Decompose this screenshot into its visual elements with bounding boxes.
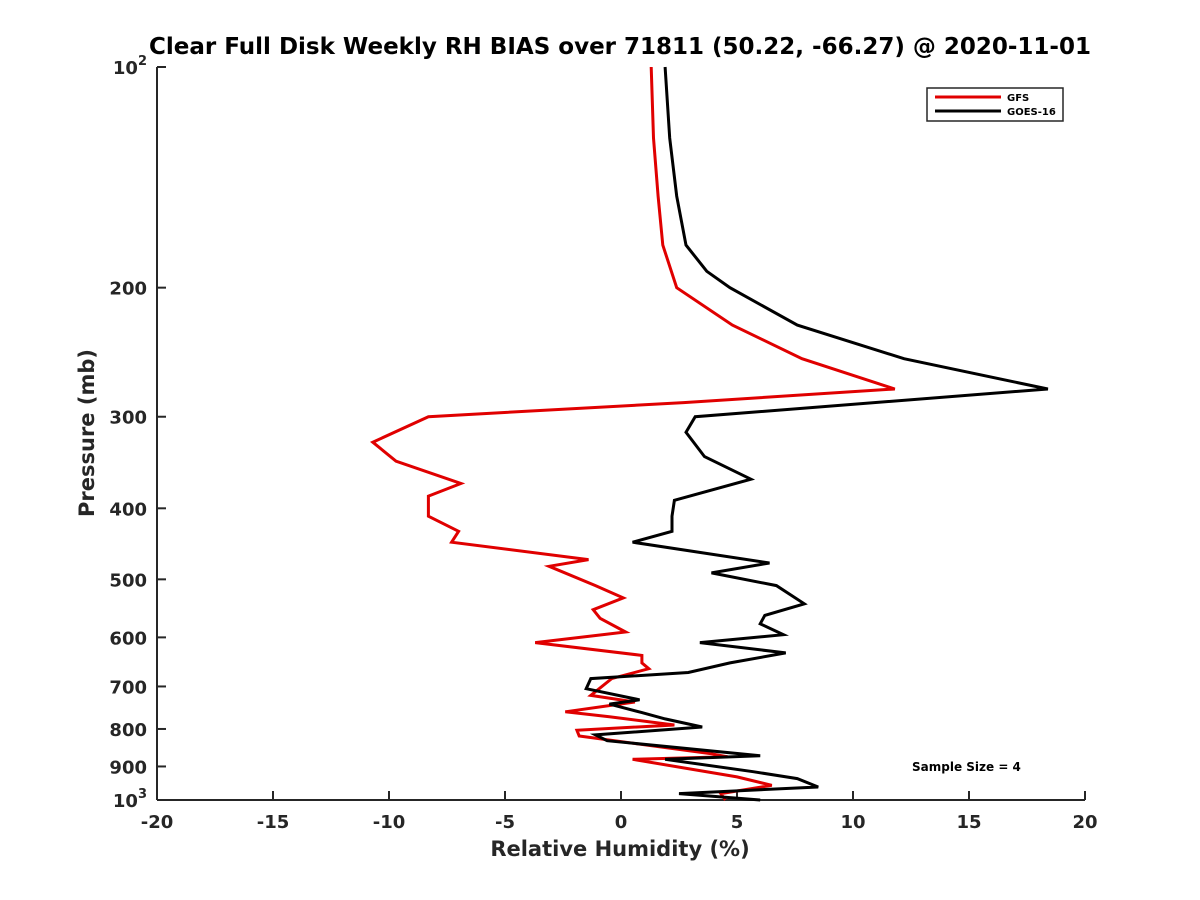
y-tick-label: 600 [109, 628, 147, 649]
x-tick-label: -5 [495, 812, 515, 833]
y-tick-label: 400 [109, 499, 147, 520]
x-tick-label: 5 [731, 812, 744, 833]
x-tick-label: -15 [257, 812, 290, 833]
y-tick-label: 800 [109, 720, 147, 741]
y-axis: 102 200 300 400 500 600 700 800 900 103 [109, 54, 166, 812]
series-line-gfs [369, 66, 896, 801]
y-tick-label: 500 [109, 570, 147, 591]
x-tick-label: 15 [956, 812, 981, 833]
y-tick-label: 102 [113, 54, 147, 79]
legend-label: GOES-16 [1007, 107, 1056, 118]
x-axis: -20 -15 -10 -5 0 5 10 15 20 [141, 791, 1098, 833]
x-axis-label: Relative Humidity (%) [490, 837, 749, 861]
y-tick-label: 200 [109, 279, 147, 300]
y-tick-label: 900 [109, 757, 147, 778]
legend-label: GFS [1007, 93, 1029, 104]
y-tick-label: 300 [109, 408, 147, 429]
x-tick-label: 20 [1072, 812, 1097, 833]
y-axis-label: Pressure (mb) [75, 349, 99, 517]
x-tick-label: 10 [840, 812, 865, 833]
x-tick-label: -10 [373, 812, 406, 833]
x-tick-label: 0 [615, 812, 628, 833]
chart-title: Clear Full Disk Weekly RH BIAS over 7181… [149, 34, 1091, 60]
legend-box [926, 87, 1064, 122]
y-tick-label: 103 [113, 787, 147, 812]
x-tick-label: -20 [141, 812, 174, 833]
series-line-goes-16 [584, 66, 1049, 802]
legend: GFS GOES-16 [926, 87, 1064, 122]
series-layer [369, 66, 1049, 802]
sample-size-annotation: Sample Size = 4 [912, 760, 1021, 774]
y-tick-label: 700 [109, 677, 147, 698]
